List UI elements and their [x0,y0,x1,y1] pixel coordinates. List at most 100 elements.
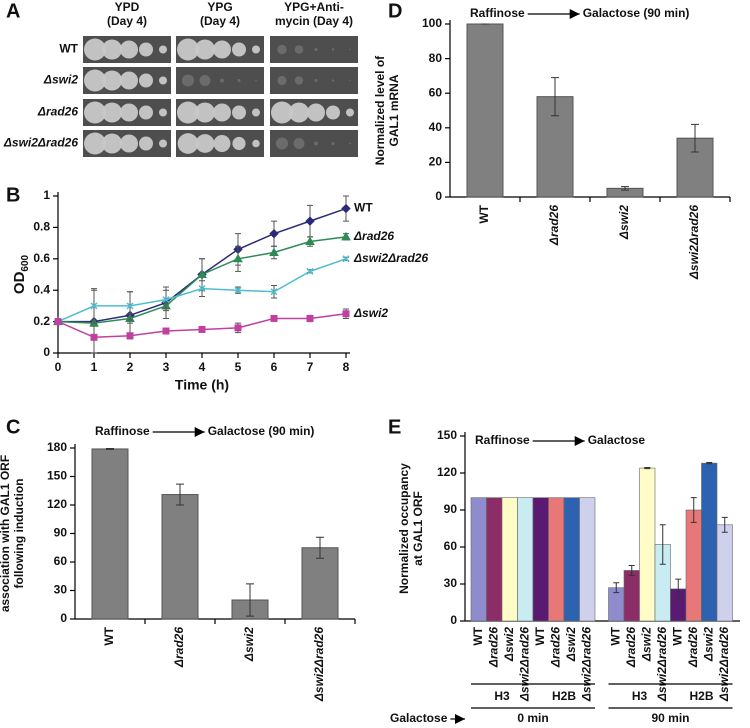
annotation: Galactose [588,433,646,447]
column-header: (Day 4) [200,14,240,28]
y-tick-label: 150 [437,428,457,442]
y-axis-label: OD600 [11,254,31,294]
column-header: (Day 4) [107,14,147,28]
colony-spot [120,134,138,153]
bar [501,497,518,622]
colony-spot [255,79,257,82]
marker [197,269,207,278]
marker [162,327,170,335]
y-tick-label: 20 [429,155,443,169]
y-tick-label: 0 [435,189,442,203]
colony-spot [159,76,167,85]
y-tick-label: 150 [47,469,67,483]
bar [563,497,580,622]
marker [126,302,134,310]
colony-spot [84,132,106,155]
colony-spot [314,141,318,146]
bar [548,497,565,622]
y-axis-label: Normalized level of [373,55,387,165]
column-header: YPG+Anti- [284,0,344,14]
x-axis-label: Time (h) [175,377,229,393]
colony-spot [349,48,351,51]
marker [234,324,242,332]
error-bar [613,582,620,594]
colony-spot [102,39,122,60]
annotation: Raffinose [475,433,530,447]
error-bar [628,565,635,576]
annotation: Galactose (90 min) [208,424,315,438]
panel-letter: E [388,416,401,438]
error-bar [621,186,629,191]
x-tick-label: Δswi2 [564,627,578,662]
colony-spot [294,45,304,54]
colony-spot [252,108,260,117]
marker [269,228,279,239]
x-tick-label: 8 [343,360,350,374]
x-tick-label: Δswi2Δrad26 [717,627,731,702]
annotation: Raffinose [470,6,525,20]
x-tick-label: Δswi2 [701,627,715,662]
y-axis-label: at GAL1 ORF [411,491,425,566]
colony-spot [213,135,231,152]
x-tick-label: 0 [55,360,62,374]
x-tick-label: 2 [127,360,134,374]
colony-spot [213,40,231,59]
marker [90,302,98,310]
y-tick-label: 60 [54,554,68,568]
x-tick-label: WT [471,626,485,645]
y-tick-label: 0.8 [33,220,50,234]
colony-spot [326,105,340,120]
time-axis-label: Galactose [390,711,448,725]
bar [701,462,718,622]
series-label: Δrad26 [353,229,394,243]
marker [306,267,314,275]
x-tick-label: Δswi2Δrad26 [655,627,669,702]
marker [269,247,279,257]
colony-spot [84,69,106,92]
colony-spot [139,136,153,151]
marker [198,325,206,333]
error-bar [691,123,699,153]
row-label: Δswi2 [43,73,78,87]
marker [342,310,350,318]
histone-label: H2B [689,689,713,703]
column-header: YPD [115,0,140,14]
marker [198,285,206,293]
arrow-head [574,436,585,446]
marker [342,255,350,263]
colony-spot [331,141,335,146]
bar [466,23,504,198]
x-tick-label: 3 [163,360,170,374]
marker [90,333,98,341]
panel-letter: D [388,0,402,22]
y-axis-label: following induction [12,479,26,589]
y-tick-label: 30 [54,583,68,597]
y-tick-label: 120 [47,497,67,511]
colony-spot [331,79,335,82]
marker [233,253,243,263]
bar [532,497,549,622]
panel-letter: A [6,0,20,22]
colony-spot [102,133,122,154]
colony-spot [293,138,305,149]
x-tick-label: Δrad26 [172,627,186,668]
x-tick-label: Δrad26 [624,627,638,668]
y-axis-label: Normalized occupancy [397,463,411,594]
bar [579,497,596,622]
bar [639,467,656,622]
colony-spot [314,47,318,52]
colony-spot [252,45,260,54]
marker [341,203,351,214]
y-tick-label: 180 [47,440,67,454]
x-tick-label: 7 [307,360,314,374]
y-tick-label: 30 [444,576,458,590]
colony-spot [84,101,106,124]
y-tick-label: 80 [429,51,443,65]
series-line [57,313,347,339]
column-header: mycin (Day 4) [275,14,353,28]
y-axis-label-subscript: 600 [20,254,31,271]
arrow-head [455,714,465,724]
colony-spot [232,105,246,120]
marker [126,332,134,340]
colony-spot [159,45,167,54]
